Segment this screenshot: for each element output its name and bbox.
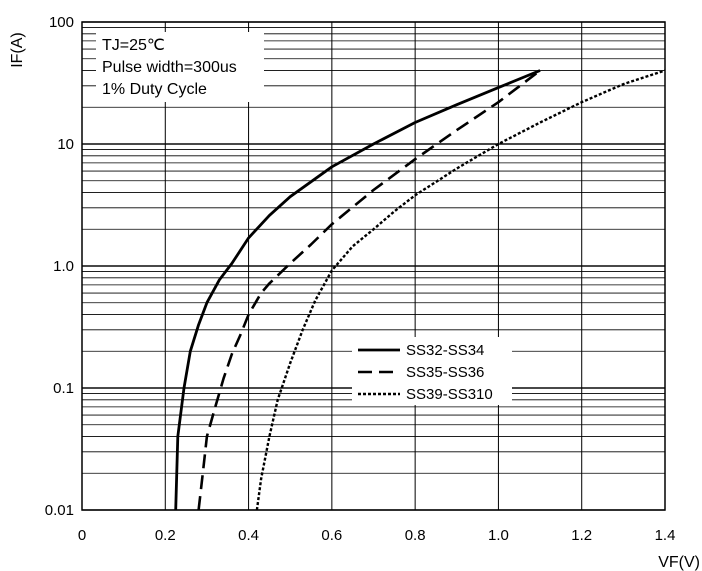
legend-label-ss39-ss310: SS39-SS310 [406, 386, 493, 403]
x-tick-label: 0.2 [155, 527, 176, 544]
y-axis-label: IF(A) [9, 32, 26, 68]
series-line-ss39-ss310 [255, 69, 666, 511]
x-axis-label: VF(V) [658, 554, 700, 571]
x-tick-labels: 0 0.2 0.4 0.6 0.8 1.0 1.2 1.4 [78, 527, 676, 544]
annotation-background [96, 32, 264, 102]
y-tick-label: 0.01 [45, 502, 74, 519]
series-lines [174, 69, 666, 511]
series-line-ss35-ss36 [197, 69, 541, 511]
y-tick-label: 1.0 [53, 258, 74, 275]
plot-frame [81, 21, 666, 511]
series-line-ss32-ss34 [174, 69, 541, 511]
legend: SS32-SS34 SS35-SS36 SS39-SS310 [352, 337, 512, 405]
conditions-annotation: TJ=25℃ Pulse width=300us 1% Duty Cycle [96, 32, 264, 102]
x-tick-label: 1.2 [571, 527, 592, 544]
annotation-temperature: TJ=25℃ [102, 37, 165, 54]
x-tick-label: 1.0 [488, 527, 509, 544]
x-tick-label: 0 [78, 527, 86, 544]
y-tick-label: 10 [57, 136, 74, 153]
x-tick-label: 1.4 [655, 527, 676, 544]
annotation-pulse-width: Pulse width=300us [102, 59, 237, 76]
y-tick-label: 100 [49, 14, 74, 31]
legend-label-ss32-ss34: SS32-SS34 [406, 342, 484, 359]
x-tick-label: 0.6 [321, 527, 342, 544]
x-tick-label: 0.4 [238, 527, 259, 544]
x-tick-label: 0.8 [405, 527, 426, 544]
y-tick-label: 0.1 [53, 380, 74, 397]
annotation-duty-cycle: 1% Duty Cycle [102, 81, 207, 98]
y-tick-labels: 0.01 0.1 1.0 10 100 [45, 14, 74, 519]
legend-label-ss35-ss36: SS35-SS36 [406, 364, 484, 381]
